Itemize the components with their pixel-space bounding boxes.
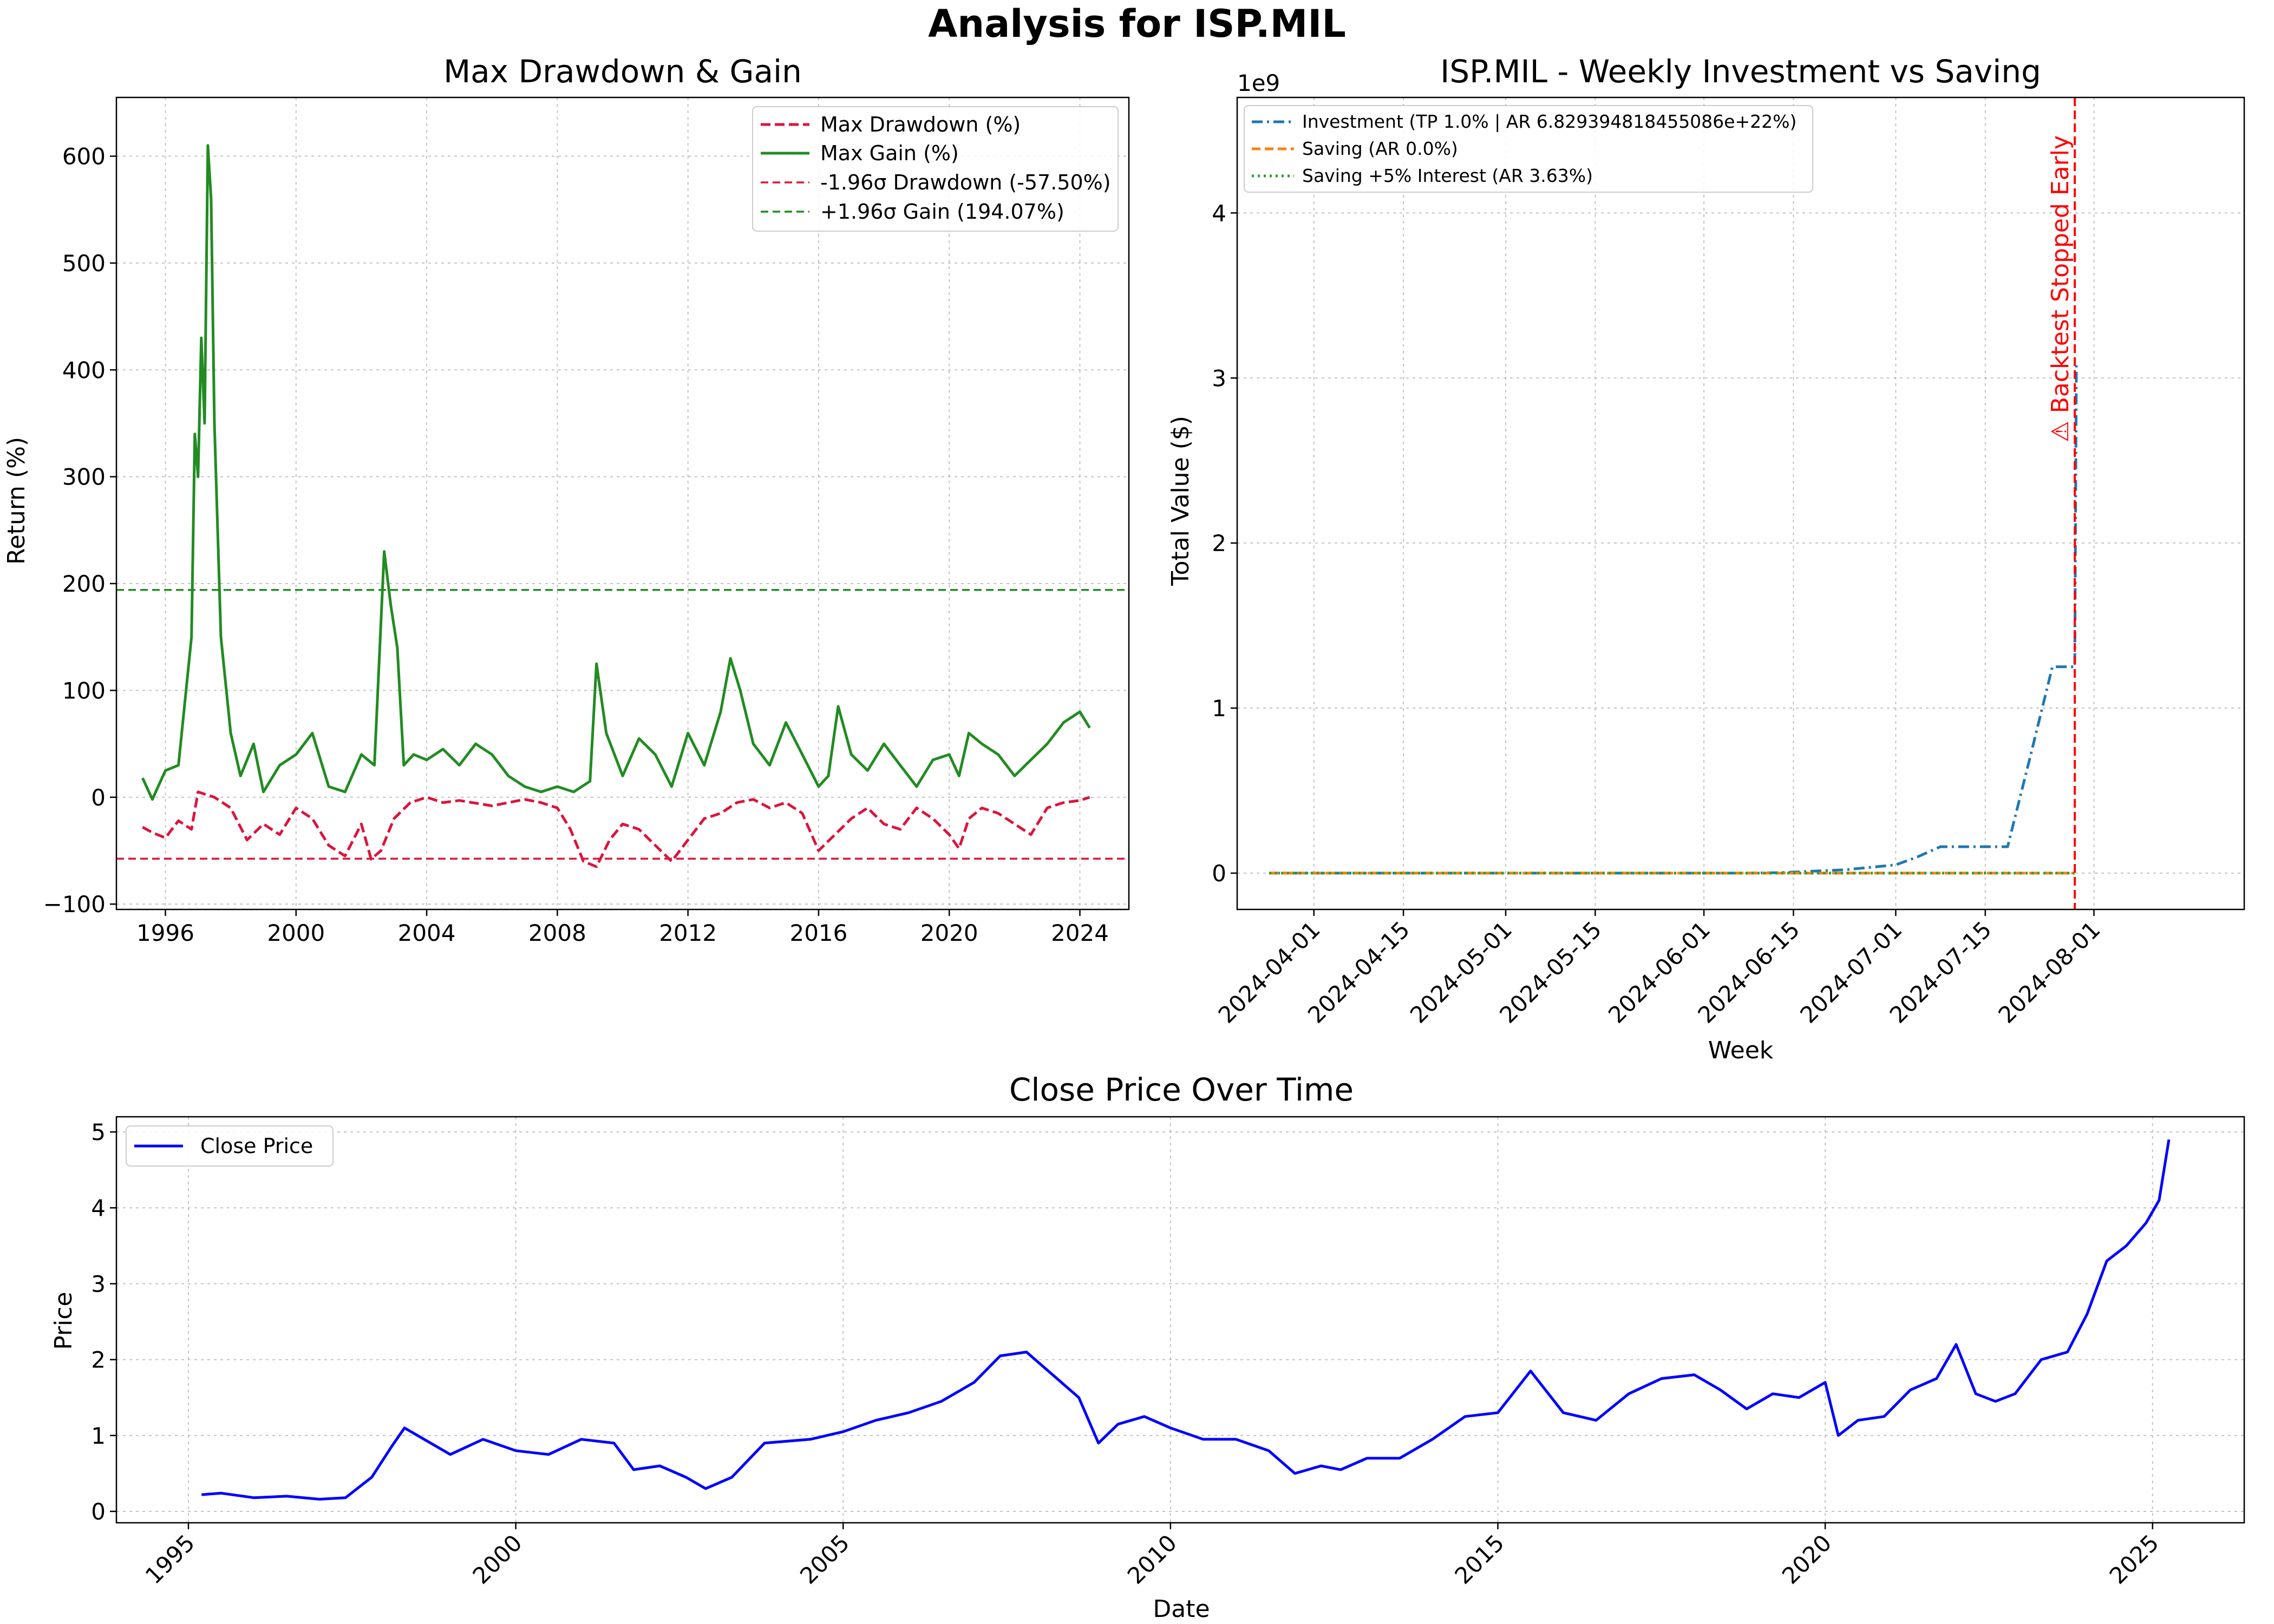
close-price-series [201,1139,2171,1501]
legend-sigma-gain-label: +1.96σ Gain (194.07%) [820,200,1064,224]
y-tick-label: 4 [91,1195,106,1221]
y-tick-label: 3 [1212,365,1226,391]
y-tick-label: 1 [91,1423,106,1449]
series-0-line [142,790,1090,868]
x-tick-label: 2004 [398,920,456,946]
y-tick-label: 400 [62,357,106,383]
x-tick-label: 2024 [1051,920,1109,946]
investment-y-offset: 1e9 [1237,70,1280,96]
y-tick-label: 1 [1212,695,1226,722]
investment-xlabel: Week [1708,1037,1774,1064]
drawdown-gain-series [116,144,1129,868]
close-price-ylabel: Price [50,1292,77,1350]
drawdown-gain-ticks: 1996 2000 2004 2008 2012 2016 2020 2024 −100 0 100… [43,143,1109,946]
y-tick-label: 200 [62,571,106,597]
y-tick-label: 2 [1212,530,1226,556]
legend-drawdown-label: Max Drawdown (%) [820,113,1021,136]
x-tick-label: 2000 [267,920,325,946]
drawdown-gain-legend: Max Drawdown (%) Max Gain (%) -1.96σ Dra… [752,106,1119,232]
figure-title: Analysis for ISP.MIL [928,2,1346,46]
legend-gain-label: Max Gain (%) [820,141,959,165]
y-tick-label: −100 [43,891,106,918]
close-price-legend: Close Price [126,1125,334,1167]
y-tick-label: 100 [62,677,106,704]
drawdown-gain-axes-frame [115,96,1130,911]
drawdown-gain-grid [116,97,1129,909]
drawdown-gain-title: Max Drawdown & Gain [443,53,802,90]
x-tick-label: 2016 [789,920,847,946]
x-tick-label: 2012 [659,920,717,946]
y-tick-label: 500 [62,250,106,277]
x-tick-label: 1996 [136,920,194,946]
drawdown-gain-panel: Max Drawdown & Gain Return (%) 1996 2000 2… [3,53,1130,946]
legend-investment-label: Investment (TP 1.0% | AR 6.8293948184550… [1302,111,1796,132]
y-tick-label: 5 [91,1119,106,1145]
y-tick-label: 0 [91,784,106,811]
series-1-line [141,144,1091,801]
y-tick-label: 4 [1212,200,1226,226]
x-tick-label: 2020 [920,920,978,946]
series-0-line [1269,361,2078,875]
y-tick-label: 0 [91,1498,106,1525]
investment-axes-frame [1236,96,2245,911]
legend-saving-interest-label: Saving +5% Interest (AR 3.63%) [1302,165,1593,186]
close-price-axes-frame [115,1116,2245,1524]
series-0-line [201,1139,2171,1501]
legend-saving-label: Saving (AR 0.0%) [1302,138,1458,159]
y-tick-label: 600 [62,143,106,170]
drawdown-gain-ylabel: Return (%) [3,437,30,565]
close-price-title: Close Price Over Time [1009,1071,1354,1108]
y-tick-label: 2 [91,1347,106,1373]
close-price-xlabel: Date [1153,1595,1210,1623]
investment-grid [1237,97,2244,909]
y-tick-label: 0 [1212,860,1226,887]
y-tick-label: 300 [62,464,106,490]
close-price-grid [116,1117,2244,1523]
legend-sigma-drawdown-label: -1.96σ Drawdown (-57.50%) [820,171,1111,194]
x-tick-label: 2008 [528,920,586,946]
y-tick-label: 3 [91,1271,106,1297]
investment-title: ISP.MIL - Weekly Investment vs Saving [1440,53,2041,90]
backtest-stopped-annotation: ⚠ Backtest Stopped Early [2047,135,2074,442]
investment-series [1269,97,2078,909]
legend-close-label: Close Price [200,1134,313,1158]
investment-legend: Investment (TP 1.0% | AR 6.8293948184550… [1244,105,1813,193]
investment-ylabel: Total Value ($) [1167,416,1194,586]
